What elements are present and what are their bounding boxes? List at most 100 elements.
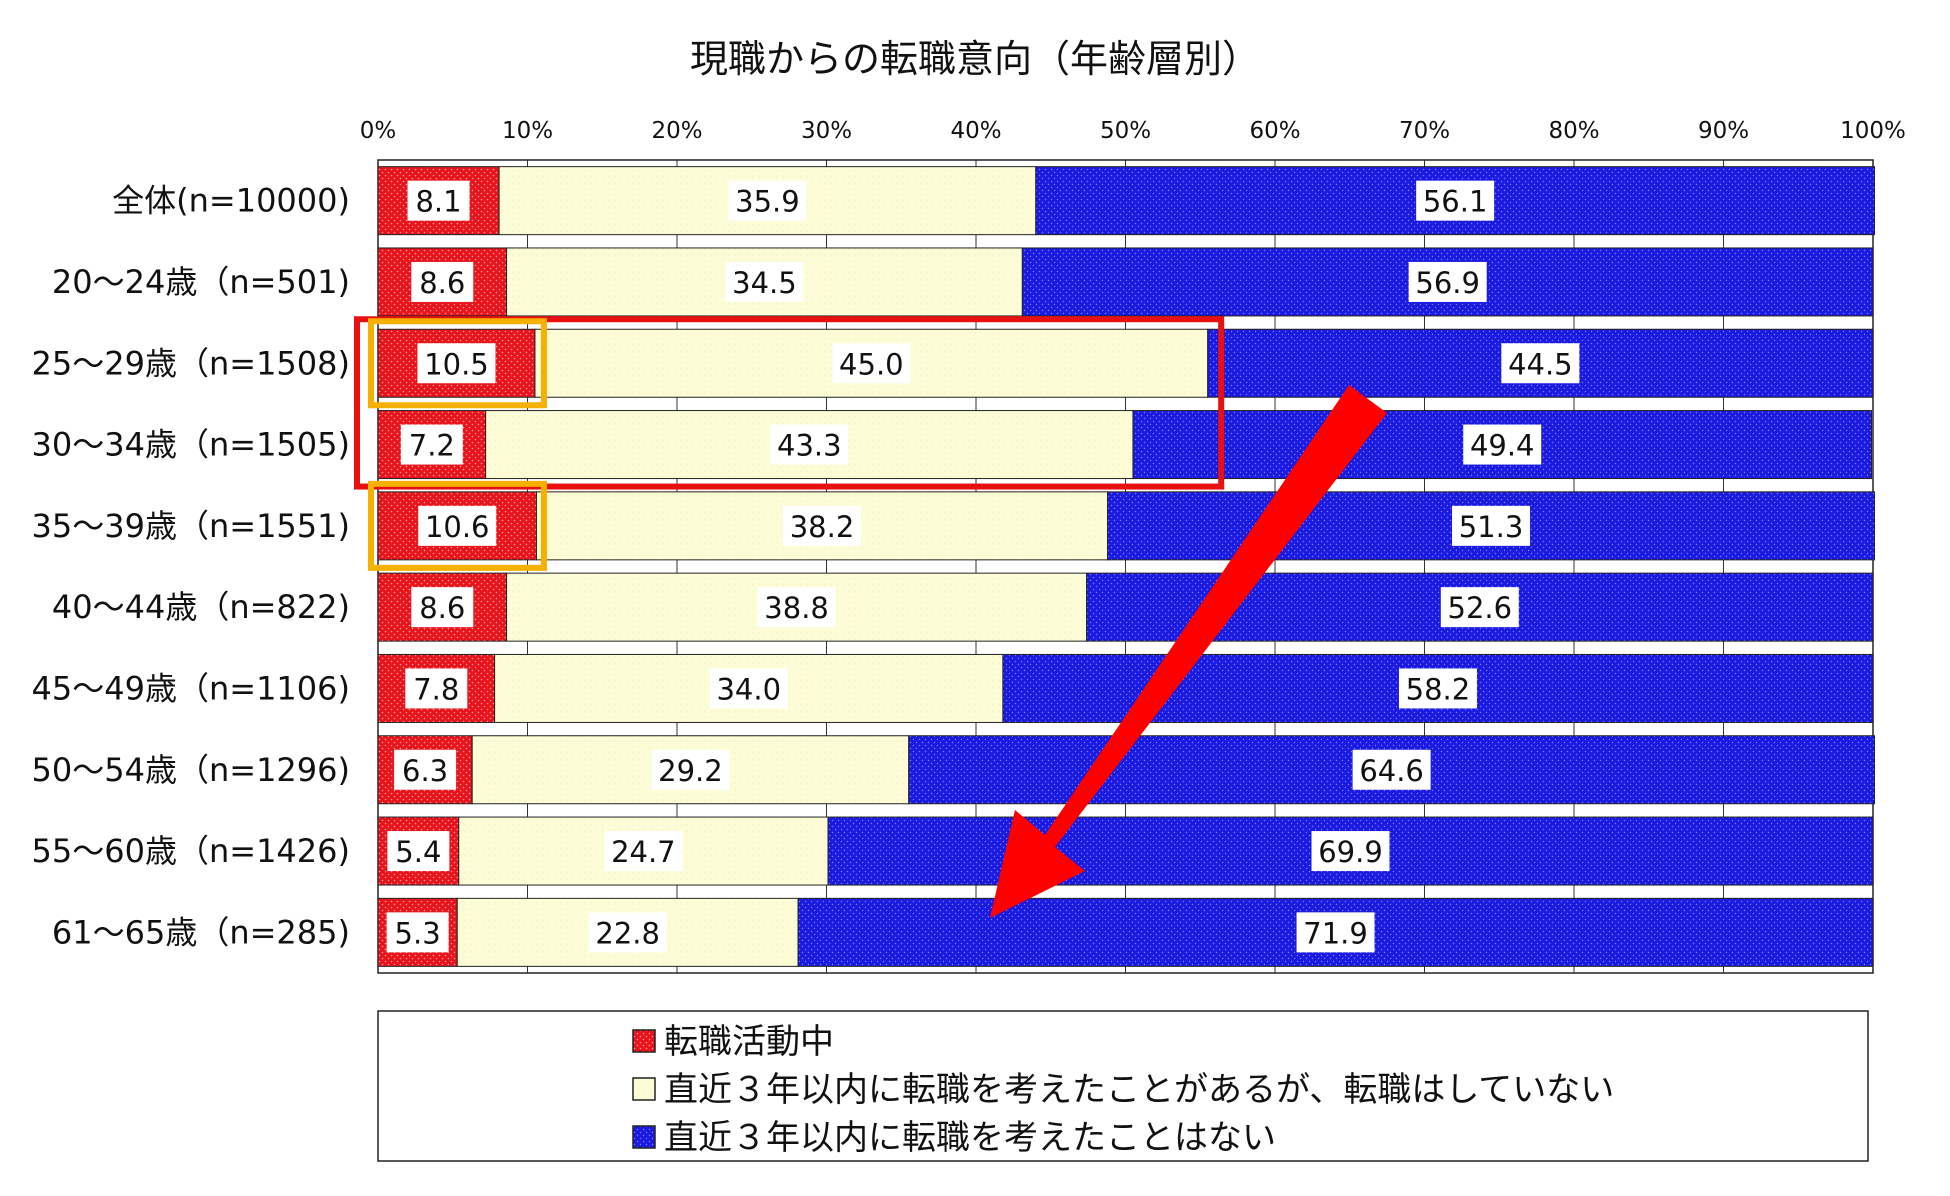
data-label: 35.9 — [735, 185, 800, 219]
highlight-box-red — [354, 316, 1225, 490]
data-label: 8.6 — [419, 266, 465, 300]
x-tick-label: 90% — [1698, 118, 1749, 144]
x-tick-label: 0% — [360, 118, 397, 144]
x-tick-label: 100% — [1840, 118, 1906, 144]
category-label: 35～39歳（n=1551) — [32, 507, 350, 545]
data-label-bg — [1440, 587, 1519, 628]
data-label: 22.8 — [595, 916, 660, 950]
category-label: 45～49歳（n=1106) — [32, 669, 350, 707]
highlight-box-orange — [368, 480, 547, 571]
bars: 8.1 35.9 56.1 8.6 34.5 56.9 10.5 45.0 44.5 7.2 43.… — [377, 166, 1875, 967]
category-label: 50～54歳（n=1296) — [32, 751, 350, 789]
data-label-bg — [1398, 668, 1477, 709]
data-label: 51.3 — [1459, 510, 1524, 544]
data-label-bg — [407, 180, 470, 221]
data-label-bg — [417, 343, 496, 384]
data-label-bg — [1463, 424, 1542, 465]
data-label-bg — [728, 180, 807, 221]
legend-label: 転職活動中 — [664, 1022, 834, 1062]
x-axis-ticks: 0% 10% 20% 30% 40% 50% 60% 70% 80% 90% 100% — [360, 118, 1906, 144]
category-label: 55～60歳（n=1426) — [32, 832, 350, 870]
data-label-bg — [709, 668, 788, 709]
category-label: 40～44歳（n=822) — [52, 588, 350, 626]
x-tick-label: 80% — [1548, 118, 1599, 144]
data-label: 8.6 — [419, 591, 465, 625]
legend: 転職活動中直近３年以内に転職を考えたことがあるが、転職はしていない直近３年以内に… — [377, 1010, 1869, 1162]
x-tick-label: 20% — [651, 118, 702, 144]
data-label-bg — [604, 831, 683, 872]
data-label-bg — [1501, 343, 1580, 384]
category-label: 61～65歳（n=285) — [52, 913, 350, 951]
data-label: 69.9 — [1318, 835, 1383, 869]
data-label: 58.2 — [1406, 672, 1471, 706]
chart-title: 現職からの転職意向（年齢層別） — [690, 37, 1260, 81]
data-label: 43.3 — [777, 429, 842, 463]
legend-swatch — [632, 1125, 656, 1149]
data-label-bg — [783, 505, 862, 546]
data-label: 56.9 — [1415, 266, 1480, 300]
bar-segment — [506, 572, 1088, 642]
legend-label: 直近３年以内に転職を考えたことがあるが、転職はしていない — [664, 1070, 1614, 1110]
x-tick-label: 30% — [801, 118, 852, 144]
data-label: 7.8 — [413, 672, 459, 706]
legend-swatch — [632, 1029, 656, 1053]
data-label-bg — [1408, 261, 1487, 302]
data-label-bg — [1416, 180, 1495, 221]
data-label: 71.9 — [1303, 916, 1368, 950]
data-label-bg — [651, 749, 730, 790]
data-label-bg — [770, 424, 849, 465]
data-label: 5.3 — [395, 916, 441, 950]
x-tick-label: 40% — [950, 118, 1001, 144]
data-label-bg — [394, 749, 457, 790]
annotations — [354, 316, 1387, 918]
data-label-bg — [411, 261, 474, 302]
data-label-bg — [1311, 831, 1390, 872]
data-label: 45.0 — [839, 347, 904, 381]
data-label: 29.2 — [658, 754, 723, 788]
data-label-bg — [405, 668, 468, 709]
category-label: 30～34歳（n=1505) — [32, 426, 350, 464]
data-label-bg — [1352, 749, 1431, 790]
trend-arrow — [990, 385, 1387, 918]
category-label: 全体(n=10000) — [112, 182, 350, 220]
data-label: 7.2 — [409, 429, 455, 463]
data-label: 34.0 — [716, 672, 781, 706]
data-label: 49.4 — [1470, 429, 1535, 463]
x-tick-label: 70% — [1399, 118, 1450, 144]
data-label: 64.6 — [1359, 754, 1424, 788]
data-label-bg — [1296, 912, 1375, 953]
data-label: 34.5 — [732, 266, 797, 300]
legend-box — [377, 1010, 1869, 1162]
data-label: 6.3 — [402, 754, 448, 788]
data-label-bg — [757, 587, 836, 628]
data-label: 52.6 — [1448, 591, 1513, 625]
legend-swatch — [632, 1077, 656, 1101]
data-label: 44.5 — [1508, 347, 1573, 381]
data-label-bg — [387, 831, 450, 872]
data-label-bg — [411, 587, 474, 628]
y-axis-categories: 全体(n=10000) 20～24歳（n=501) 25～29歳（n=1508) 30… — [32, 182, 350, 952]
data-label: 10.5 — [424, 347, 489, 381]
bar-segment — [377, 328, 536, 398]
data-label: 8.1 — [415, 185, 461, 219]
data-label-bg — [588, 912, 667, 953]
legend-label: 直近３年以内に転職を考えたことはない — [664, 1118, 1276, 1158]
data-label-bg — [725, 261, 804, 302]
data-label-bg — [386, 912, 449, 953]
data-label-bg — [418, 505, 497, 546]
highlight-box-orange — [368, 318, 547, 409]
data-label: 5.4 — [395, 835, 441, 869]
x-tick-label: 50% — [1100, 118, 1151, 144]
data-label: 24.7 — [611, 835, 676, 869]
data-label-bg — [400, 424, 463, 465]
data-label-bg — [1452, 505, 1531, 546]
data-label: 10.6 — [425, 510, 490, 544]
category-label: 20～24歳（n=501) — [52, 263, 350, 301]
data-label: 38.8 — [764, 591, 829, 625]
data-label-bg — [832, 343, 911, 384]
data-label: 56.1 — [1423, 185, 1488, 219]
x-tick-label: 60% — [1249, 118, 1300, 144]
category-label: 25～29歳（n=1508) — [32, 344, 350, 382]
x-tick-label: 10% — [502, 118, 553, 144]
